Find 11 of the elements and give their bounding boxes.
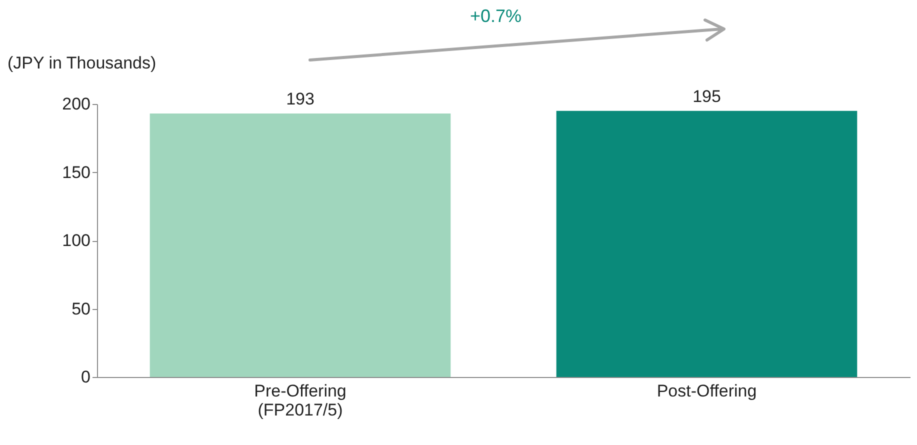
x-tick-label: Post-Offering (656, 382, 757, 400)
y-tick-label: 100 (62, 231, 90, 250)
y-axis-title: (JPY in Thousands) (8, 54, 156, 72)
y-tick-label: 200 (62, 94, 90, 114)
data-label: 193 (286, 90, 314, 109)
x-tick-label: Pre-Offering (FP2017/5) (254, 382, 346, 420)
y-tick-label: 50 (72, 299, 90, 318)
y-tick-label: 150 (62, 162, 90, 182)
y-tick-label: 0 (81, 368, 90, 386)
data-label: 195 (692, 86, 721, 106)
text: +0.7% (470, 6, 522, 27)
